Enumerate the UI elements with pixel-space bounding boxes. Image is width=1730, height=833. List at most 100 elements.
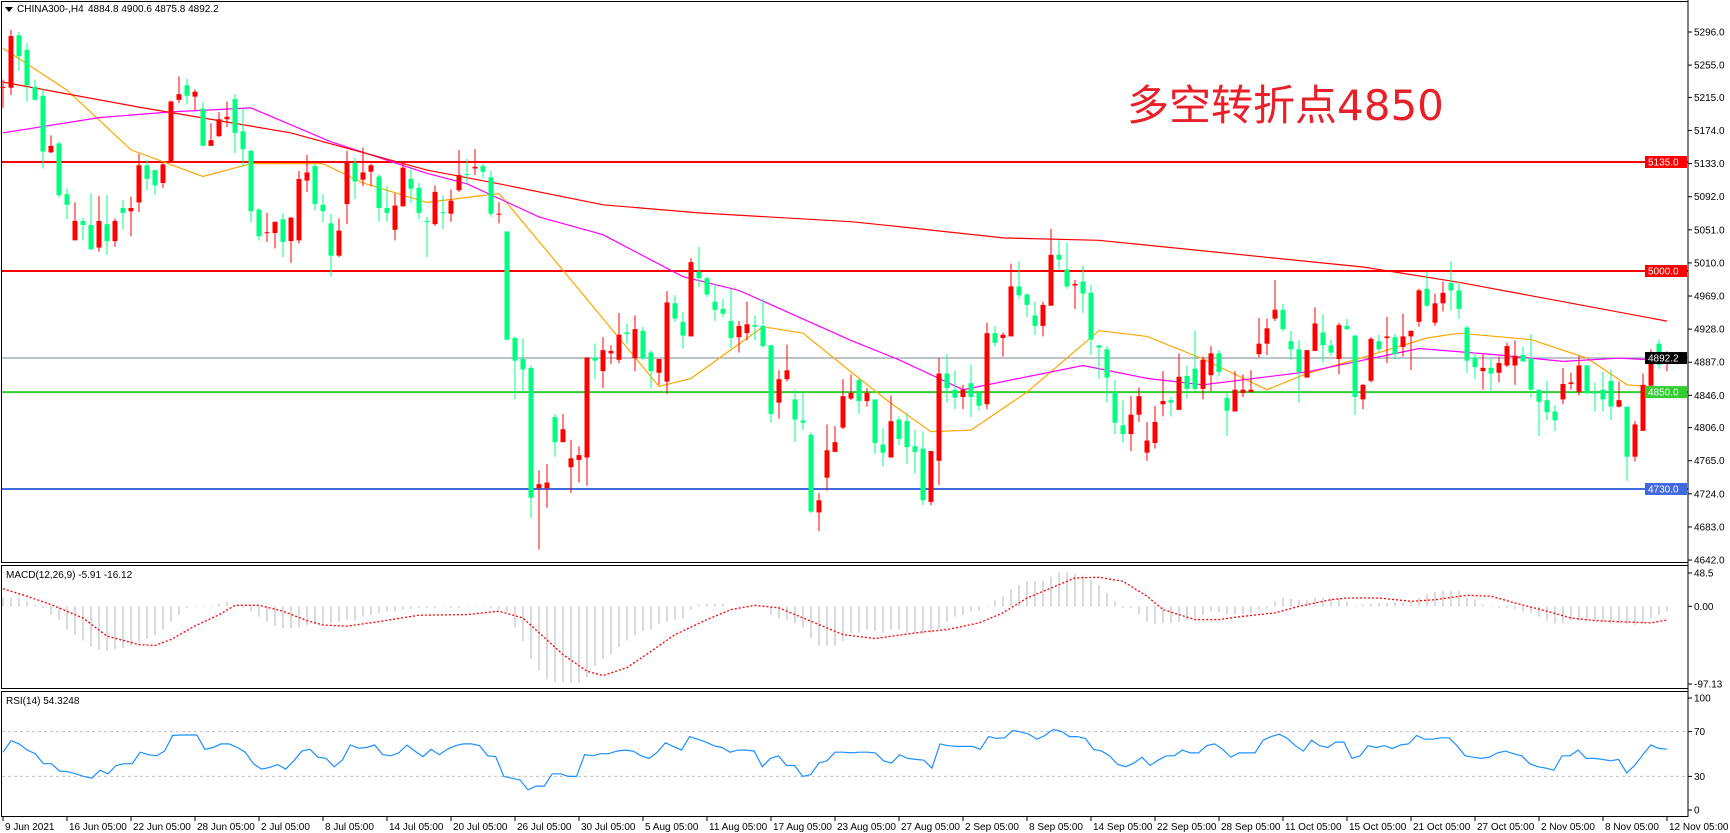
candle [552, 413, 558, 457]
candle-body [1104, 349, 1110, 378]
candle-body [768, 345, 774, 414]
candle [96, 195, 102, 252]
candle [1120, 400, 1126, 443]
candle-body [624, 332, 630, 334]
candle-body [552, 417, 558, 443]
time-tick-label: 14 Sep 05:00 [1093, 822, 1153, 833]
time-tick-label: 8 Nov 05:00 [1605, 822, 1659, 833]
candle [1360, 384, 1366, 410]
candle [496, 202, 502, 224]
macd-panel[interactable]: 48.5 0.00 -97.13 [1, 565, 1723, 691]
rsi-panel[interactable]: 100 70 30 0 [1, 691, 1712, 817]
candle [1520, 346, 1526, 362]
candle-body [336, 230, 342, 256]
candle-body [72, 220, 78, 241]
candle-body [1344, 325, 1350, 330]
price-tick-label: 4846.0 [1694, 391, 1725, 402]
candle [168, 100, 174, 162]
candle [1328, 339, 1334, 356]
candle-body [192, 91, 198, 97]
candle [1136, 387, 1142, 422]
candle-body [1360, 384, 1366, 400]
candle-body [1416, 290, 1422, 322]
level-price-badge [1645, 482, 1687, 495]
candle [472, 149, 478, 175]
candle [384, 186, 390, 222]
candle-body [56, 143, 62, 196]
candle-body [1632, 424, 1638, 457]
price-tick-label: 5174.0 [1694, 126, 1725, 137]
rsi-tick-label: 100 [1694, 694, 1711, 705]
candle-body [224, 116, 230, 120]
candle-body [656, 359, 662, 373]
candle [1072, 279, 1078, 309]
price-tick-label: 4928.0 [1694, 325, 1725, 336]
moving-average-line [2, 81, 1668, 322]
candle-body [904, 421, 910, 448]
candle-body [960, 389, 966, 397]
candle-body [856, 379, 862, 401]
candle [944, 354, 950, 403]
candle [1048, 229, 1054, 306]
current-price-label: 4892.2 [1648, 354, 1679, 365]
candle-body [384, 208, 390, 213]
candle-body [1272, 309, 1278, 319]
macd-tick-label: -97.13 [1694, 680, 1723, 691]
candle-body [320, 204, 326, 212]
candle-body [328, 223, 334, 256]
candle-body [1624, 406, 1630, 457]
candle [120, 199, 126, 230]
candle [1248, 370, 1254, 393]
time-tick-label: 22 Jun 05:00 [133, 822, 191, 833]
candle [0, 79, 6, 108]
candle-body [200, 108, 206, 146]
candle [64, 188, 70, 220]
candle-body [968, 383, 974, 397]
candle-body [1168, 400, 1174, 403]
price-panel[interactable] [0, 1, 1689, 563]
candle [1312, 307, 1318, 351]
candle [1512, 340, 1518, 385]
rsi-tick-label: 70 [1694, 727, 1706, 738]
macd-tick-label: 0.00 [1694, 602, 1714, 613]
candle [352, 157, 358, 200]
candle [624, 323, 630, 344]
triangle-down-icon[interactable] [5, 7, 13, 12]
candle-body [840, 396, 846, 428]
candle [1272, 279, 1278, 322]
time-axis: 9 Jun 2021 16 Jun 05:00 22 Jun 05:00 28 Jun… [2, 817, 1729, 833]
candle [528, 365, 534, 519]
price-tick-label: 5051.0 [1694, 225, 1725, 236]
time-tick-label: 11 Oct 05:00 [1285, 822, 1342, 833]
candle-body [616, 334, 622, 360]
candle-body [1136, 396, 1142, 415]
candle [672, 295, 678, 322]
candle-body [824, 450, 830, 478]
candle-body [920, 448, 926, 501]
candle-body [1184, 375, 1190, 389]
candle-body [472, 166, 478, 169]
candle-body [64, 194, 70, 205]
candle-body [808, 434, 814, 512]
candle [1000, 332, 1006, 357]
candle-body [1064, 269, 1070, 287]
candle [32, 79, 38, 101]
candle [1056, 240, 1062, 270]
candle [344, 150, 350, 225]
candle-body [984, 333, 990, 405]
candle [1432, 293, 1438, 326]
candle-body [1496, 363, 1502, 373]
candle-body [1424, 288, 1430, 306]
price-tick-label: 4724.0 [1694, 489, 1725, 500]
candle-body [1432, 303, 1438, 323]
candle-body [664, 302, 670, 382]
candle-body [208, 140, 214, 146]
candle-body [1016, 286, 1022, 296]
candle [1576, 355, 1582, 396]
candle-body [136, 165, 142, 203]
current-price-badge [1645, 352, 1687, 365]
candle-body [1160, 400, 1166, 405]
candle [592, 343, 598, 380]
candle [1160, 371, 1166, 417]
